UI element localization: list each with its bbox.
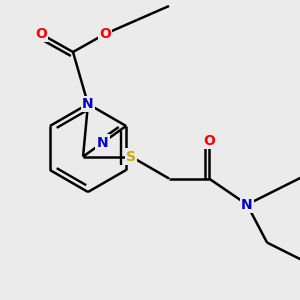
Text: S: S (126, 150, 136, 164)
Text: N: N (82, 97, 94, 111)
Text: N: N (241, 198, 253, 212)
Text: O: O (99, 27, 111, 41)
Text: O: O (35, 27, 47, 41)
Text: O: O (203, 134, 215, 148)
Text: N: N (97, 136, 108, 150)
